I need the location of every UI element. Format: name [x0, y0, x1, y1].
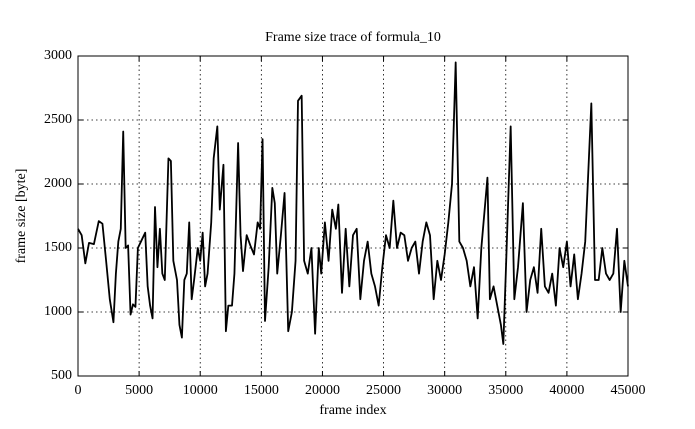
y-tick-label: 1500: [44, 240, 72, 255]
x-tick-label: 20000: [305, 383, 340, 398]
y-tick-label: 2000: [44, 176, 72, 191]
x-tick-label: 35000: [488, 383, 523, 398]
data-line: [77, 61, 629, 345]
x-tick-label: 25000: [366, 383, 401, 398]
y-tick-label: 1000: [44, 304, 72, 319]
x-tick-label: 5000: [125, 383, 153, 398]
plot-frame: [77, 55, 629, 377]
chart-title: Frame size trace of formula_10: [265, 30, 441, 45]
x-tick-label: 10000: [183, 383, 218, 398]
x-tick-label: 0: [75, 383, 82, 398]
x-tick-label: 45000: [611, 383, 646, 398]
y-tick-label: 2500: [44, 112, 72, 127]
y-axis-label: frame size [byte]: [14, 169, 29, 264]
x-tick-label: 30000: [427, 383, 462, 398]
x-tick-label: 40000: [549, 383, 584, 398]
y-tick-label: 3000: [44, 48, 72, 63]
y-tick-label: 500: [51, 368, 72, 383]
x-axis-label: frame index: [319, 403, 386, 418]
x-tick-label: 15000: [244, 383, 279, 398]
